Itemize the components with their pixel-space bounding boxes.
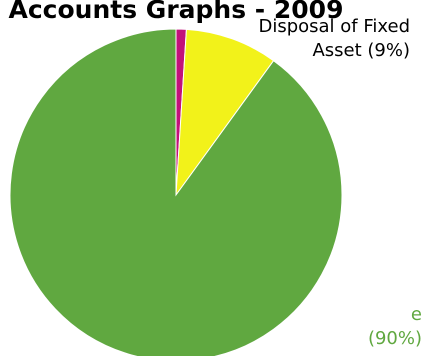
- pie-slice-3: [9, 28, 343, 356]
- pie-slice-2: [175, 28, 275, 197]
- slice-label-disposal-line2: Asset (9%): [312, 40, 410, 61]
- slice-label-other-line1: e: [411, 304, 422, 325]
- chart-title: Accounts Graphs - 2009: [9, 0, 344, 24]
- slice-label-other-line2: (90%): [368, 328, 422, 349]
- slice-label-disposal-line1: Disposal of Fixed: [258, 16, 410, 37]
- pie-slices: [9, 28, 343, 356]
